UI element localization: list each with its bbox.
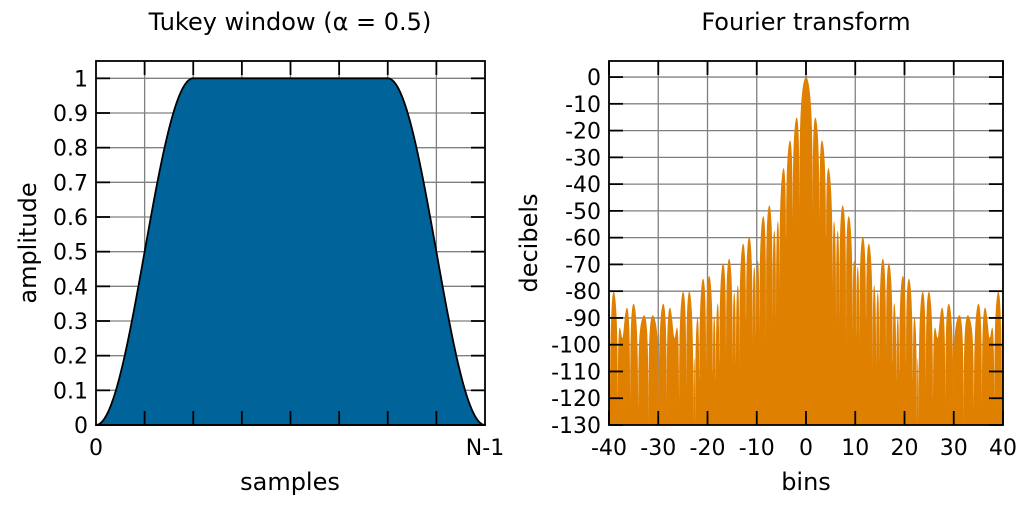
y-tick-label: 0.3 xyxy=(53,310,88,335)
x-tick-label: 10 xyxy=(841,436,869,461)
y-tick-label: -120 xyxy=(551,387,601,412)
y-axis-label: decibels xyxy=(515,193,543,292)
y-tick-label: 0 xyxy=(587,66,601,91)
y-tick-label: -130 xyxy=(551,414,601,439)
y-tick-label: -10 xyxy=(565,93,601,118)
fourier-transform-plot: Fourier transform bins decibels 0-10-20-… xyxy=(515,8,1017,496)
y-tick-label: -100 xyxy=(551,334,601,359)
y-tick-label: 0.2 xyxy=(53,345,88,370)
x-tick-label: -20 xyxy=(690,436,726,461)
plot-title: Fourier transform xyxy=(701,8,910,36)
spectrum-area xyxy=(609,77,1003,425)
y-tick-label: 0.8 xyxy=(53,137,88,162)
y-tick-label: 1 xyxy=(74,67,88,92)
plot-frame xyxy=(608,60,1004,426)
y-tick-label: 0 xyxy=(74,414,88,439)
x-tick-label: 40 xyxy=(989,436,1017,461)
x-tick-label: -10 xyxy=(739,436,775,461)
x-tick-label: 20 xyxy=(891,436,919,461)
x-tick-label: -30 xyxy=(640,436,676,461)
y-tick-label: -110 xyxy=(551,360,601,385)
y-tick-label: 0.1 xyxy=(53,379,88,404)
tukey-window-plot: Tukey window (α = 0.5) samples amplitude… xyxy=(14,8,504,496)
x-tick-label: 0 xyxy=(89,436,103,461)
x-tick-label: 0 xyxy=(799,436,813,461)
x-axis-label: samples xyxy=(240,468,340,496)
plot-frame xyxy=(95,60,486,426)
y-tick-label: 0.7 xyxy=(53,171,88,196)
y-tick-label: -60 xyxy=(565,227,601,252)
y-tick-label: 0.6 xyxy=(53,206,88,231)
y-tick-label: -40 xyxy=(565,173,601,198)
y-tick-label: -80 xyxy=(565,280,601,305)
y-tick-label: 0.4 xyxy=(53,275,88,300)
x-tick-label: 30 xyxy=(940,436,968,461)
y-tick-label: 0.9 xyxy=(53,102,88,127)
x-tick-label: -40 xyxy=(591,436,627,461)
x-tick-label: N-1 xyxy=(466,436,504,461)
y-tick-label: -50 xyxy=(565,200,601,225)
y-tick-label: 0.5 xyxy=(53,241,88,266)
plot-title: Tukey window (α = 0.5) xyxy=(148,8,432,36)
y-tick-label: -30 xyxy=(565,146,601,171)
window-area xyxy=(95,77,486,426)
x-axis-label: bins xyxy=(781,468,831,496)
y-axis-label: amplitude xyxy=(14,182,42,303)
y-tick-label: -70 xyxy=(565,253,601,278)
y-tick-label: -20 xyxy=(565,120,601,145)
y-tick-label: -90 xyxy=(565,307,601,332)
